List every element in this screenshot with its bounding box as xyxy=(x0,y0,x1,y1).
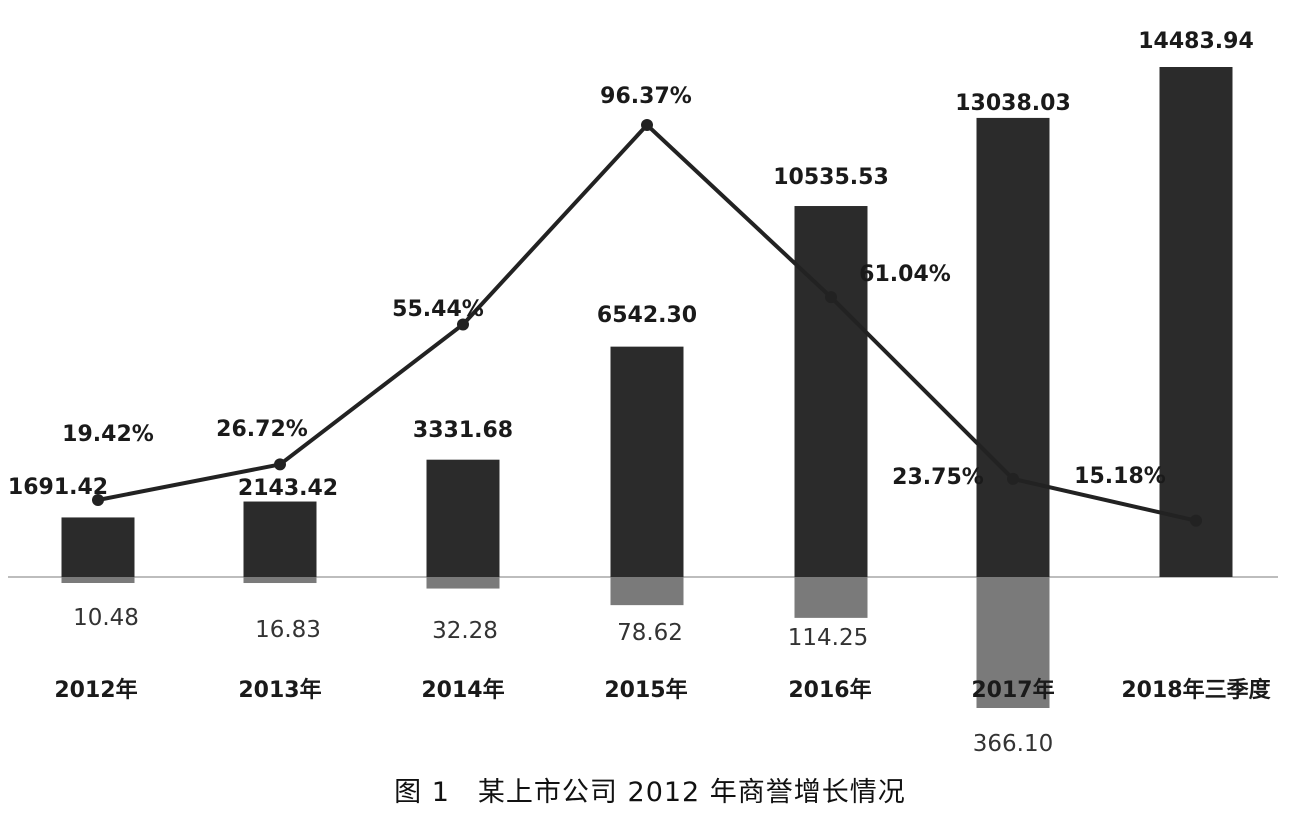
growth-label-6: 15.18% xyxy=(1074,464,1166,489)
neg-bar-1 xyxy=(243,577,317,584)
x-tick-2: 2014年 xyxy=(421,677,504,703)
bar-label-2: 3331.68 xyxy=(413,418,513,443)
growth-label-0: 19.42% xyxy=(62,422,154,447)
neg-label-4: 114.25 xyxy=(788,625,868,651)
bar-label-0: 1691.42 xyxy=(8,475,108,500)
growth-point-2 xyxy=(457,318,469,331)
bar-label-6: 14483.94 xyxy=(1138,29,1254,54)
bar-0 xyxy=(61,517,135,577)
growth-label-5: 23.75% xyxy=(892,465,984,490)
growth-label-2: 55.44% xyxy=(392,297,484,322)
neg-bar-3 xyxy=(610,577,684,606)
growth-point-1 xyxy=(274,458,286,471)
neg-bar-2 xyxy=(426,577,500,589)
neg-bar-0 xyxy=(61,577,135,583)
goodwill-chart: 1691.42 2143.42 3331.68 6542.30 10535.53 1303… xyxy=(8,29,1278,757)
neg-label-2: 32.28 xyxy=(432,618,498,644)
growth-point-4 xyxy=(825,291,837,304)
bar-label-4: 10535.53 xyxy=(773,165,889,190)
growth-point-6 xyxy=(1190,514,1202,527)
bar-5 xyxy=(976,117,1050,577)
bar-2 xyxy=(426,459,500,577)
x-tick-1: 2013年 xyxy=(238,677,321,703)
neg-bar-5 xyxy=(976,577,1050,708)
neg-label-0: 10.48 xyxy=(73,605,139,631)
x-tick-0: 2012年 xyxy=(54,677,137,703)
neg-bar-4 xyxy=(794,577,868,618)
neg-label-3: 78.62 xyxy=(617,620,683,646)
figure-caption: 图 1 某上市公司 2012 年商誉增长情况 xyxy=(394,777,906,808)
bar-1 xyxy=(243,501,317,577)
x-tick-3: 2015年 xyxy=(604,677,687,703)
growth-label-1: 26.72% xyxy=(216,417,308,442)
x-tick-4: 2016年 xyxy=(788,677,871,703)
neg-label-1: 16.83 xyxy=(255,617,321,643)
growth-point-3 xyxy=(641,119,653,131)
bar-label-5: 13038.03 xyxy=(955,91,1071,116)
neg-label-5: 366.10 xyxy=(973,731,1053,757)
bar-6 xyxy=(1159,67,1233,577)
bar-label-1: 2143.42 xyxy=(238,476,338,501)
bar-3 xyxy=(610,346,684,577)
bar-label-3: 6542.30 xyxy=(597,303,697,328)
growth-label-4: 61.04% xyxy=(859,262,951,287)
x-tick-6: 2018年三季度 xyxy=(1121,677,1271,703)
growth-point-5 xyxy=(1007,472,1019,485)
growth-label-3: 96.37% xyxy=(600,84,692,109)
growth-point-0 xyxy=(92,494,104,506)
bar-4 xyxy=(794,206,868,577)
x-tick-5: 2017年 xyxy=(971,677,1054,703)
